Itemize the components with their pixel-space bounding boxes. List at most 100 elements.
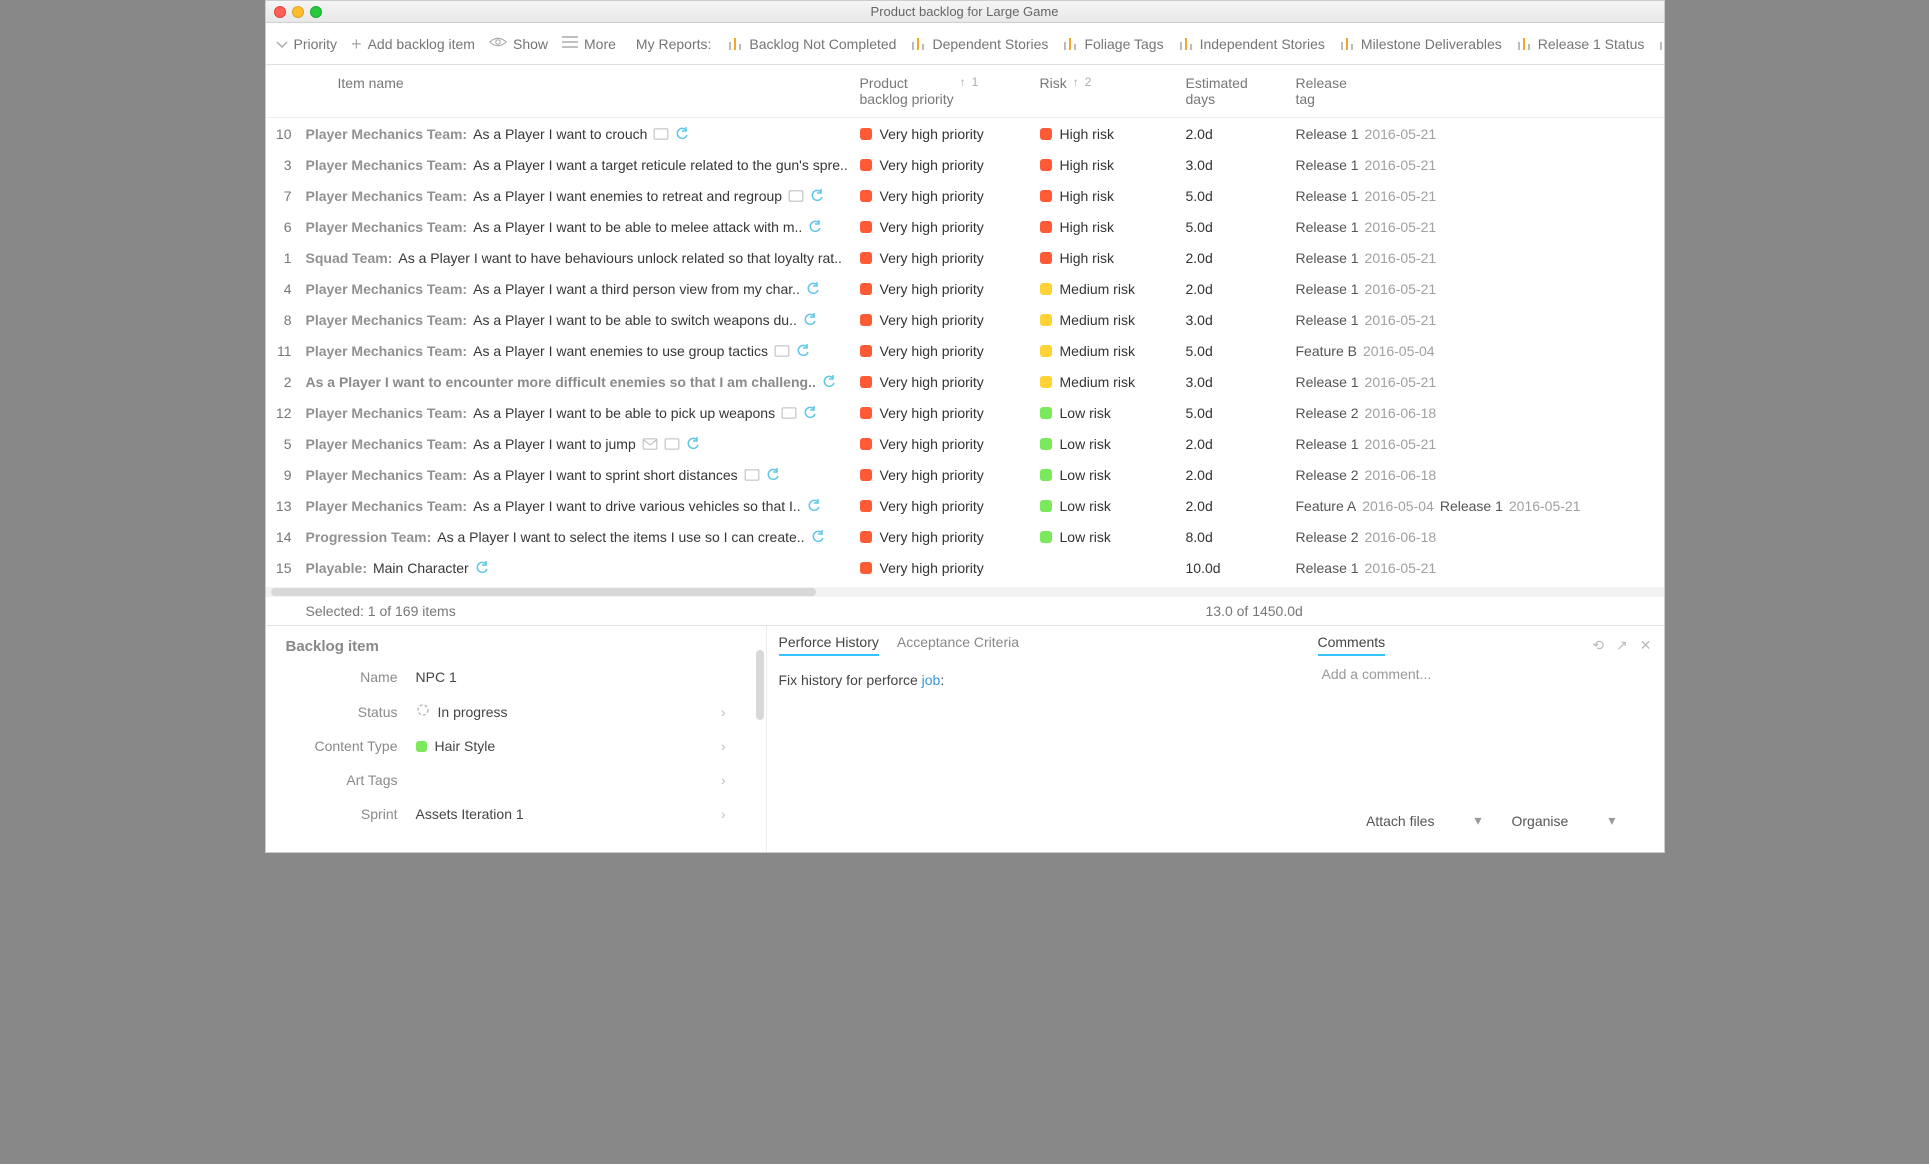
content-type-select[interactable]: Hair Style › (416, 738, 726, 754)
risk-indicator (1040, 221, 1052, 233)
story-text: As a Player I want enemies to retreat an… (473, 188, 782, 204)
chevron-right-icon: › (721, 806, 726, 822)
release-tag: Feature B (1296, 343, 1357, 359)
tab-comments[interactable]: Comments (1318, 634, 1386, 656)
perforce-job-link[interactable]: job (922, 672, 941, 688)
release-date: 2016-05-21 (1365, 157, 1437, 173)
priority-text: Very high priority (880, 126, 984, 142)
priority-indicator (860, 562, 872, 574)
more-icon (562, 35, 578, 52)
more-button[interactable]: More (562, 35, 616, 52)
risk-text: High risk (1060, 219, 1114, 235)
col-header-risk[interactable]: Risk ↑ 2 (1040, 75, 1186, 107)
status-days: 13.0 of 1450.0d (1206, 603, 1624, 619)
note-icon (664, 438, 680, 450)
detail-heading: Backlog item (286, 638, 746, 655)
mail-icon (642, 438, 658, 450)
close-window-button[interactable] (274, 6, 286, 18)
report-link[interactable]: Independent Stories (1178, 36, 1325, 52)
comment-input[interactable]: Add a comment... (1318, 656, 1652, 692)
col-header-item[interactable]: Item name (298, 75, 860, 107)
horizontal-scrollbar[interactable] (266, 587, 1664, 597)
close-icon[interactable]: ✕ (1640, 637, 1652, 654)
team-label: Player Mechanics Team: (306, 188, 468, 204)
priority-text: Very high priority (880, 405, 984, 421)
days-text: 3.0d (1186, 312, 1296, 328)
row-number: 4 (266, 281, 298, 297)
team-label: Player Mechanics Team: (306, 467, 468, 483)
name-input[interactable]: NPC 1 (416, 669, 726, 685)
table-row[interactable]: 14Progression Team: As a Player I want t… (266, 521, 1664, 552)
vertical-scrollbar[interactable] (756, 650, 764, 720)
table-row[interactable]: 13Player Mechanics Team: As a Player I w… (266, 490, 1664, 521)
risk-text: High risk (1060, 250, 1114, 266)
show-button[interactable]: Show (489, 35, 548, 52)
story-text: As a Player I want a target reticule rel… (473, 157, 848, 173)
table-row[interactable]: 7Player Mechanics Team: As a Player I wa… (266, 180, 1664, 211)
organise-dropdown[interactable]: Organise ▾ (1512, 812, 1622, 829)
table-row[interactable]: 9Player Mechanics Team: As a Player I wa… (266, 459, 1664, 490)
art-tags-select[interactable]: › (416, 772, 726, 788)
sort-asc-icon: ↑ (960, 75, 966, 89)
refresh-icon[interactable]: ⟲ (1592, 637, 1604, 654)
col-header-days[interactable]: Estimateddays (1186, 75, 1296, 107)
report-link[interactable]: Release 1 Status (1516, 36, 1645, 52)
release-date: 2016-05-21 (1365, 281, 1437, 297)
popout-icon[interactable]: ↗ (1616, 637, 1628, 654)
status-selected: Selected: 1 of 169 items (306, 603, 1206, 619)
table-row[interactable]: 10Player Mechanics Team: As a Player I w… (266, 118, 1664, 149)
table-row[interactable]: 6Player Mechanics Team: As a Player I wa… (266, 211, 1664, 242)
priority-indicator (860, 221, 872, 233)
attach-files-dropdown[interactable]: Attach files ▾ (1366, 812, 1482, 829)
maximize-window-button[interactable] (310, 6, 322, 18)
release-tag: Feature A (1296, 498, 1357, 514)
risk-indicator (1040, 314, 1052, 326)
col-header-priority[interactable]: Productbacklog priority ↑ 1 (860, 75, 1040, 107)
team-label: Player Mechanics Team: (306, 436, 468, 452)
table-row[interactable]: 12Player Mechanics Team: As a Player I w… (266, 397, 1664, 428)
scroll-thumb[interactable] (271, 588, 816, 596)
table-row[interactable]: 1Squad Team: As a Player I want to have … (266, 242, 1664, 273)
sprint-label: Sprint (286, 806, 416, 822)
report-link[interactable]: Status (1658, 36, 1663, 52)
release-tag: Release 1 (1296, 188, 1359, 204)
table-row[interactable]: 15Playable: Main Character Very high pri… (266, 552, 1664, 583)
priority-label: Priority (294, 36, 338, 52)
days-text: 8.0d (1186, 529, 1296, 545)
release-tag: Release 1 (1296, 312, 1359, 328)
priority-dropdown[interactable]: Priority (276, 36, 338, 52)
table-row[interactable]: 8Player Mechanics Team: As a Player I wa… (266, 304, 1664, 335)
table-row[interactable]: 5Player Mechanics Team: As a Player I wa… (266, 428, 1664, 459)
release-tag: Release 2 (1296, 467, 1359, 483)
table-row[interactable]: 2As a Player I want to encounter more di… (266, 366, 1664, 397)
sprint-select[interactable]: Assets Iteration 1 › (416, 806, 726, 822)
loop-icon (806, 282, 820, 296)
tab-perforce[interactable]: Perforce History (779, 634, 879, 656)
story-text: As a Player I want a third person view f… (473, 281, 800, 297)
row-number: 9 (266, 467, 298, 483)
report-link[interactable]: Backlog Not Completed (727, 36, 896, 52)
days-text: 5.0d (1186, 219, 1296, 235)
table-row[interactable]: 11Player Mechanics Team: As a Player I w… (266, 335, 1664, 366)
risk-text: Medium risk (1060, 312, 1135, 328)
release-tag: Release 1 (1296, 157, 1359, 173)
risk-text: Low risk (1060, 529, 1111, 545)
table-row[interactable]: 3Player Mechanics Team: As a Player I wa… (266, 149, 1664, 180)
report-link[interactable]: Milestone Deliverables (1339, 36, 1502, 52)
minimize-window-button[interactable] (292, 6, 304, 18)
report-link[interactable]: Dependent Stories (910, 36, 1048, 52)
risk-text: Medium risk (1060, 281, 1135, 297)
priority-text: Very high priority (880, 343, 984, 359)
tab-acceptance[interactable]: Acceptance Criteria (897, 634, 1019, 656)
risk-text: Medium risk (1060, 374, 1135, 390)
status-select[interactable]: In progress › (416, 703, 726, 720)
risk-text: Low risk (1060, 436, 1111, 452)
add-backlog-label: Add backlog item (368, 36, 475, 52)
priority-indicator (860, 283, 872, 295)
col-header-release[interactable]: Releasetag (1296, 75, 1664, 107)
add-backlog-button[interactable]: + Add backlog item (351, 35, 475, 53)
report-link[interactable]: Foliage Tags (1062, 36, 1163, 52)
story-text: As a Player I want to have behaviours un… (398, 250, 842, 266)
table-row[interactable]: 4Player Mechanics Team: As a Player I wa… (266, 273, 1664, 304)
team-label: Player Mechanics Team: (306, 343, 468, 359)
